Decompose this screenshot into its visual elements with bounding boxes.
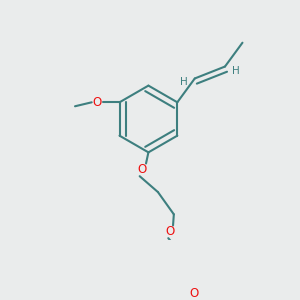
Text: H: H [180,77,188,87]
Text: O: O [165,225,175,238]
Text: O: O [137,163,147,176]
Text: O: O [189,287,198,300]
Text: H: H [232,65,240,76]
Text: O: O [93,96,102,109]
